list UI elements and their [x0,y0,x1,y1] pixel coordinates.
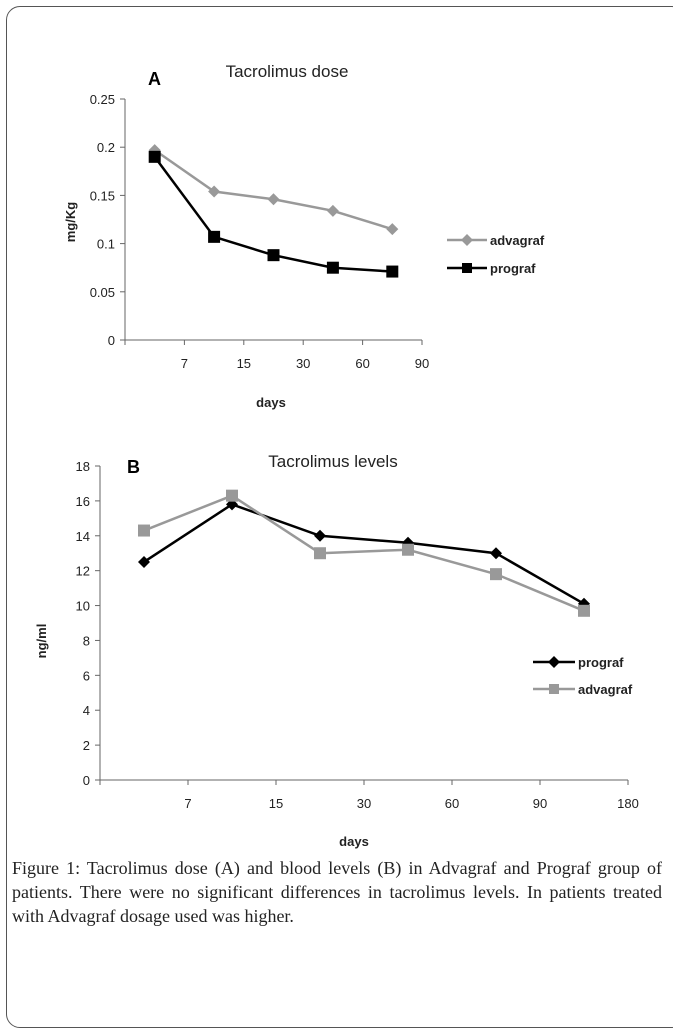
chart-b-panel-letter: B [127,457,140,477]
figure-caption: Figure 1: Tacrolimus dose (A) and blood … [12,858,662,926]
chartA-point-advagraf [386,223,399,236]
chartB-y-tick-label: 8 [83,633,90,648]
chartA-point-prograf [148,150,161,163]
legend-a-advagraf-marker [461,234,473,246]
chartA-point-advagraf [326,204,339,217]
chartB-series-prograf-line [143,502,585,605]
chart-b-legend: prograf advagraf [533,655,633,697]
legend-a-prograf-marker [462,263,472,273]
chartA-point-advagraf [267,193,280,206]
chartA-x-tick-label: 7 [181,356,188,371]
chartB-point-advagraf [226,489,238,502]
chartB-point-advagraf [314,547,326,560]
chartB-y-tick-label: 14 [76,529,90,544]
chartA-series-advagraf-line [153,149,393,231]
chartA-y-tick-label: 0.05 [90,285,115,300]
chartB-y-tick-label: 16 [76,494,90,509]
chartA-point-prograf [326,261,339,274]
chartA-y-tick-label: 0.25 [90,92,115,107]
chartB-series-advagraf-line [143,494,585,612]
chart-b-title: Tacrolimus levels [268,452,397,471]
chart-b-xlabel: days [339,834,369,849]
legend-b-prograf-label: prograf [578,655,624,670]
legend-a-advagraf-label: advagraf [490,233,545,248]
legend-b-prograf-marker [548,656,560,668]
chartB-x-tick-label: 180 [617,796,639,811]
chart-b-tick-labels: 0 2 4 6 8 10 12 14 16 18 7 15 30 60 90 180 [76,459,639,811]
chart-b-series [138,489,590,617]
chart-a-legend: advagraf prograf [447,233,545,276]
chart-a-series [148,144,399,278]
chartA-y-tick-label: 0.2 [97,140,115,155]
chartB-point-prograf [314,529,326,542]
chart-a-axes [120,98,423,345]
chartB-y-tick-label: 18 [76,459,90,474]
chartB-x-tick-label: 7 [184,796,191,811]
chartA-point-prograf [208,230,221,243]
chart-a-xlabel: days [256,395,286,410]
chartA-x-tick-label: 30 [296,356,310,371]
chartA-x-tick-label: 15 [237,356,251,371]
chartB-point-advagraf [402,543,414,556]
chartB-point-advagraf [490,568,502,581]
chartB-x-tick-label: 90 [533,796,547,811]
chart-a-panel-letter: A [148,69,161,89]
chartB-y-tick-label: 0 [83,773,90,788]
chartA-point-advagraf [208,185,221,198]
chart-b: B Tacrolimus levels ng/ml days 0 2 4 6 8 10 12… [34,452,639,849]
chartA-y-tick-label: 0.15 [90,188,115,203]
legend-b-advagraf-label: advagraf [578,682,633,697]
chartB-y-tick-label: 6 [83,668,90,683]
chart-a-ylabel: mg/Kg [63,202,78,243]
chartA-y-tick-label: 0.1 [97,237,115,252]
chartB-y-tick-label: 4 [83,703,90,718]
chartB-x-tick-label: 60 [445,796,459,811]
chart-a-title: Tacrolimus dose [226,62,349,81]
chart-b-axes [95,465,629,785]
chartB-x-tick-label: 30 [357,796,371,811]
legend-b-advagraf-marker [549,684,559,694]
figure-frame [6,6,673,1028]
chartA-y-tick-label: 0 [108,333,115,348]
chartA-x-tick-label: 90 [415,356,429,371]
chartB-point-advagraf [138,524,150,537]
chart-a-tick-labels: 0 0.05 0.1 0.15 0.2 0.25 7 15 30 60 90 [90,92,430,371]
chartB-point-prograf [138,555,150,568]
chartA-point-prograf [386,265,399,278]
legend-a-prograf-label: prograf [490,261,536,276]
chartA-point-prograf [267,249,280,262]
chartB-point-prograf [490,547,502,560]
chartB-y-tick-label: 12 [76,564,90,579]
chartA-x-tick-label: 60 [355,356,369,371]
chartB-y-tick-label: 2 [83,738,90,753]
chartB-point-advagraf [578,604,590,617]
chart-a: A Tacrolimus dose mg/Kg days 0 0.05 0.1 0.1… [63,62,545,410]
chartB-y-tick-label: 10 [76,599,90,614]
chartB-x-tick-label: 15 [269,796,283,811]
chart-b-ylabel: ng/ml [34,624,49,659]
